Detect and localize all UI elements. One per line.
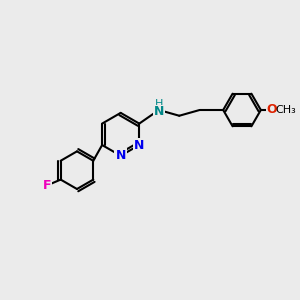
Text: N: N xyxy=(116,149,126,162)
Text: CH₃: CH₃ xyxy=(275,105,296,115)
Text: O: O xyxy=(267,103,278,116)
Text: F: F xyxy=(43,179,51,192)
Text: N: N xyxy=(134,139,144,152)
Text: N: N xyxy=(154,105,164,118)
Text: H: H xyxy=(155,99,164,109)
